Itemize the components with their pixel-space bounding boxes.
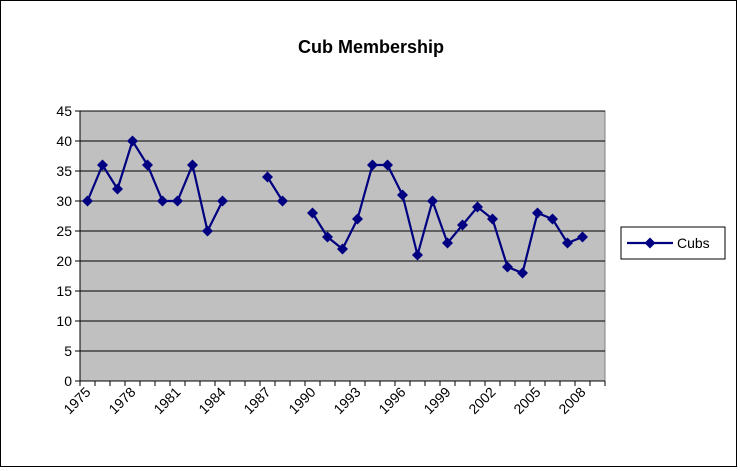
data-point <box>532 207 543 219</box>
data-point <box>547 213 558 225</box>
series-line <box>86 138 224 235</box>
data-point <box>307 207 318 219</box>
x-tick-label: 1984 <box>195 384 228 417</box>
y-tick-label: 30 <box>56 193 72 209</box>
data-point <box>412 249 423 261</box>
x-tick-label: 2008 <box>555 384 588 417</box>
x-tick-label: 1987 <box>240 384 273 417</box>
data-point <box>262 171 273 183</box>
x-tick-label: 1978 <box>105 384 138 417</box>
legend: Cubs <box>620 226 726 260</box>
x-tick-label: 2002 <box>465 384 498 417</box>
data-point <box>562 237 573 249</box>
data-point <box>322 231 333 243</box>
data-point <box>142 159 153 171</box>
data-point <box>82 195 93 207</box>
data-point <box>457 219 468 231</box>
data-point <box>157 195 168 207</box>
chart-title: Cub Membership <box>298 37 444 57</box>
data-point <box>352 213 363 225</box>
data-point <box>127 135 138 147</box>
data-point <box>517 267 528 279</box>
data-point <box>217 195 228 207</box>
y-tick-label: 0 <box>64 373 72 389</box>
data-point <box>337 243 348 255</box>
data-point <box>502 261 513 273</box>
data-point <box>367 159 378 171</box>
data-point <box>382 159 393 171</box>
x-tick-label: 1993 <box>330 384 363 417</box>
y-tick-label: 15 <box>56 283 72 299</box>
data-point <box>112 183 123 195</box>
data-point <box>577 231 588 243</box>
data-point <box>442 237 453 249</box>
x-tick-label: 1981 <box>150 384 183 417</box>
data-point <box>187 159 198 171</box>
data-point <box>97 159 108 171</box>
data-point <box>172 195 183 207</box>
data-point <box>277 195 288 207</box>
y-tick-label: 35 <box>56 163 72 179</box>
data-point <box>202 225 213 237</box>
data-point <box>472 201 483 213</box>
y-tick-label: 5 <box>64 343 72 359</box>
legend-marker <box>644 237 656 249</box>
x-tick-label: 1996 <box>375 384 408 417</box>
legend-label: Cubs <box>677 235 710 251</box>
data-point <box>427 195 438 207</box>
y-tick-label: 45 <box>56 103 72 119</box>
y-tick-label: 10 <box>56 313 72 329</box>
y-tick-label: 40 <box>56 133 72 149</box>
series-line <box>266 176 284 202</box>
x-tick-label: 2005 <box>510 384 543 417</box>
data-point <box>397 189 408 201</box>
y-tick-label: 20 <box>56 253 72 269</box>
x-tick-label: 1999 <box>420 384 453 417</box>
data-point <box>487 213 498 225</box>
y-tick-label: 25 <box>56 223 72 239</box>
x-tick-label: 1990 <box>285 384 318 417</box>
